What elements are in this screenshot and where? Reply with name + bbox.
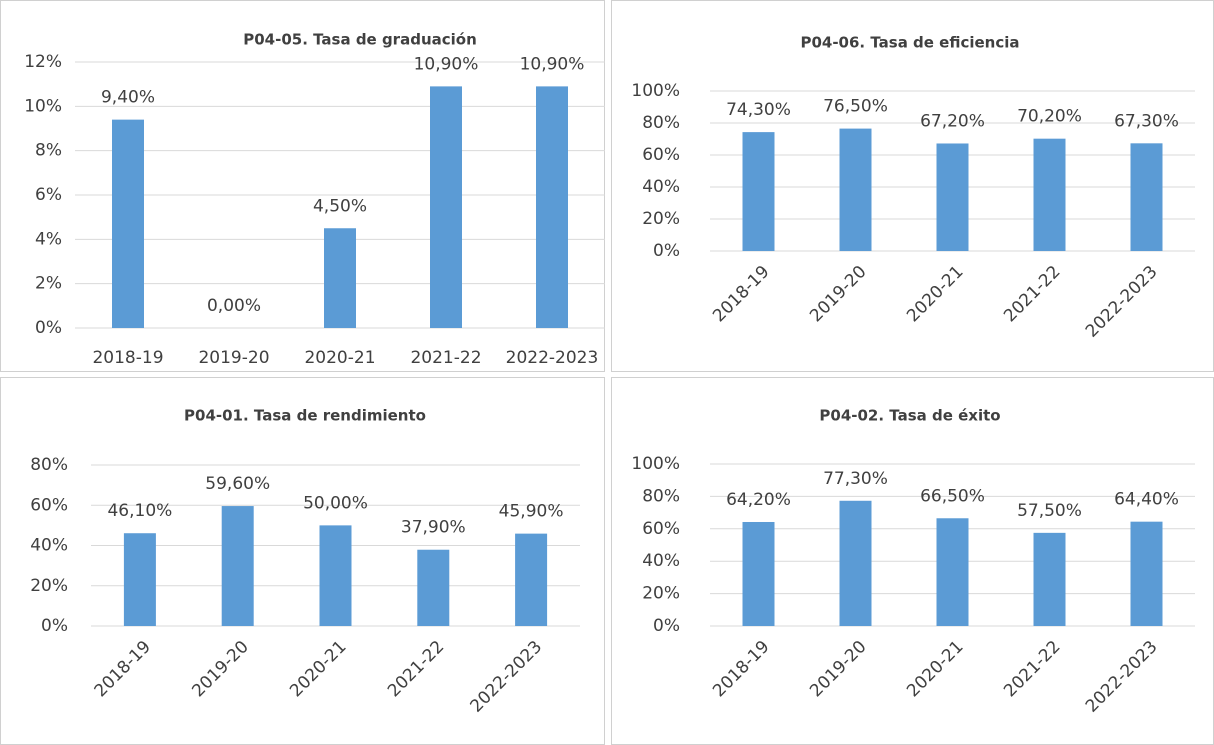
x-tick-label: 2020-21	[304, 348, 375, 368]
data-label: 45,90%	[499, 502, 564, 522]
data-label: 10,90%	[520, 54, 585, 74]
bar	[536, 86, 568, 328]
y-tick-label: 0%	[41, 616, 68, 636]
bar	[319, 525, 352, 626]
y-tick-label: 40%	[642, 551, 680, 571]
data-label: 67,20%	[920, 111, 985, 131]
bar	[936, 518, 969, 626]
x-tick-label: 2019-20	[198, 348, 269, 368]
data-label: 9,40%	[101, 88, 155, 108]
x-tick-label: 2021-22	[410, 348, 481, 368]
y-tick-label: 100%	[631, 454, 680, 474]
x-tick-label: 2018-19	[709, 262, 773, 326]
x-tick-label: 2019-20	[188, 637, 252, 701]
data-label: 74,30%	[726, 100, 791, 120]
bar	[1033, 532, 1066, 626]
x-tick-label: 2019-20	[806, 637, 870, 701]
y-tick-label: 20%	[30, 576, 68, 596]
bar	[417, 549, 450, 626]
data-label: 4,50%	[313, 196, 367, 216]
x-tick-label: 2021-22	[384, 637, 448, 701]
bar	[742, 132, 775, 251]
data-label: 59,60%	[205, 474, 270, 494]
chart-title: P04-05. Tasa de graduación	[243, 31, 477, 49]
data-label: 50,00%	[303, 493, 368, 513]
x-tick-label: 2020-21	[903, 637, 967, 701]
x-tick-label: 2021-22	[1000, 262, 1064, 326]
bar	[123, 533, 156, 626]
x-tick-label: 2022-2023	[1082, 262, 1162, 342]
y-tick-label: 60%	[642, 519, 680, 539]
bar	[1130, 143, 1163, 251]
bar	[324, 228, 356, 328]
data-label: 67,30%	[1114, 111, 1179, 131]
bar	[221, 506, 254, 626]
bar	[112, 119, 144, 328]
x-tick-label: 2022-2023	[1082, 637, 1162, 717]
y-tick-label: 40%	[642, 177, 680, 197]
y-tick-label: 20%	[642, 584, 680, 604]
y-tick-label: 60%	[642, 145, 680, 165]
y-tick-label: 4%	[35, 229, 62, 249]
y-tick-label: 8%	[35, 141, 62, 161]
x-tick-label: 2022-2023	[467, 637, 547, 717]
x-tick-label: 2020-21	[286, 637, 350, 701]
bar	[1033, 138, 1066, 251]
y-tick-label: 60%	[30, 495, 68, 515]
data-label: 57,50%	[1017, 501, 1082, 521]
y-tick-label: 2%	[35, 274, 62, 294]
data-label: 10,90%	[414, 54, 479, 74]
data-label: 37,90%	[401, 518, 466, 538]
bar	[742, 521, 775, 626]
y-tick-label: 100%	[631, 81, 680, 101]
y-tick-label: 20%	[642, 209, 680, 229]
data-label: 46,10%	[107, 501, 172, 521]
x-tick-label: 2018-19	[709, 637, 773, 701]
y-tick-label: 12%	[24, 52, 62, 72]
y-tick-label: 80%	[642, 113, 680, 133]
x-tick-label: 2018-19	[92, 348, 163, 368]
x-tick-label: 2018-19	[91, 637, 155, 701]
bar	[515, 533, 548, 626]
data-label: 64,20%	[726, 490, 791, 510]
y-tick-label: 0%	[653, 241, 680, 261]
bar	[839, 500, 872, 626]
y-tick-label: 10%	[24, 96, 62, 116]
y-tick-label: 80%	[642, 486, 680, 506]
y-tick-label: 0%	[35, 318, 62, 338]
y-tick-label: 80%	[30, 455, 68, 475]
bar	[430, 86, 462, 328]
bar	[936, 143, 969, 251]
x-tick-label: 2019-20	[806, 262, 870, 326]
x-tick-label: 2022-2023	[506, 348, 599, 368]
panel-border	[0, 0, 605, 372]
data-label: 76,50%	[823, 97, 888, 117]
chart-title: P04-02. Tasa de éxito	[819, 407, 1000, 425]
y-tick-label: 6%	[35, 185, 62, 205]
x-tick-label: 2020-21	[903, 262, 967, 326]
data-label: 77,30%	[823, 469, 888, 489]
data-label: 70,20%	[1017, 107, 1082, 127]
bar	[839, 128, 872, 251]
data-label: 64,40%	[1114, 490, 1179, 510]
y-tick-label: 40%	[30, 536, 68, 556]
chart-title: P04-01. Tasa de rendimiento	[184, 407, 426, 425]
data-label: 0,00%	[207, 296, 261, 316]
y-tick-label: 0%	[653, 616, 680, 636]
bar	[1130, 521, 1163, 626]
data-label: 66,50%	[920, 486, 985, 506]
chart-title: P04-06. Tasa de eficiencia	[800, 34, 1019, 52]
x-tick-label: 2021-22	[1000, 637, 1064, 701]
